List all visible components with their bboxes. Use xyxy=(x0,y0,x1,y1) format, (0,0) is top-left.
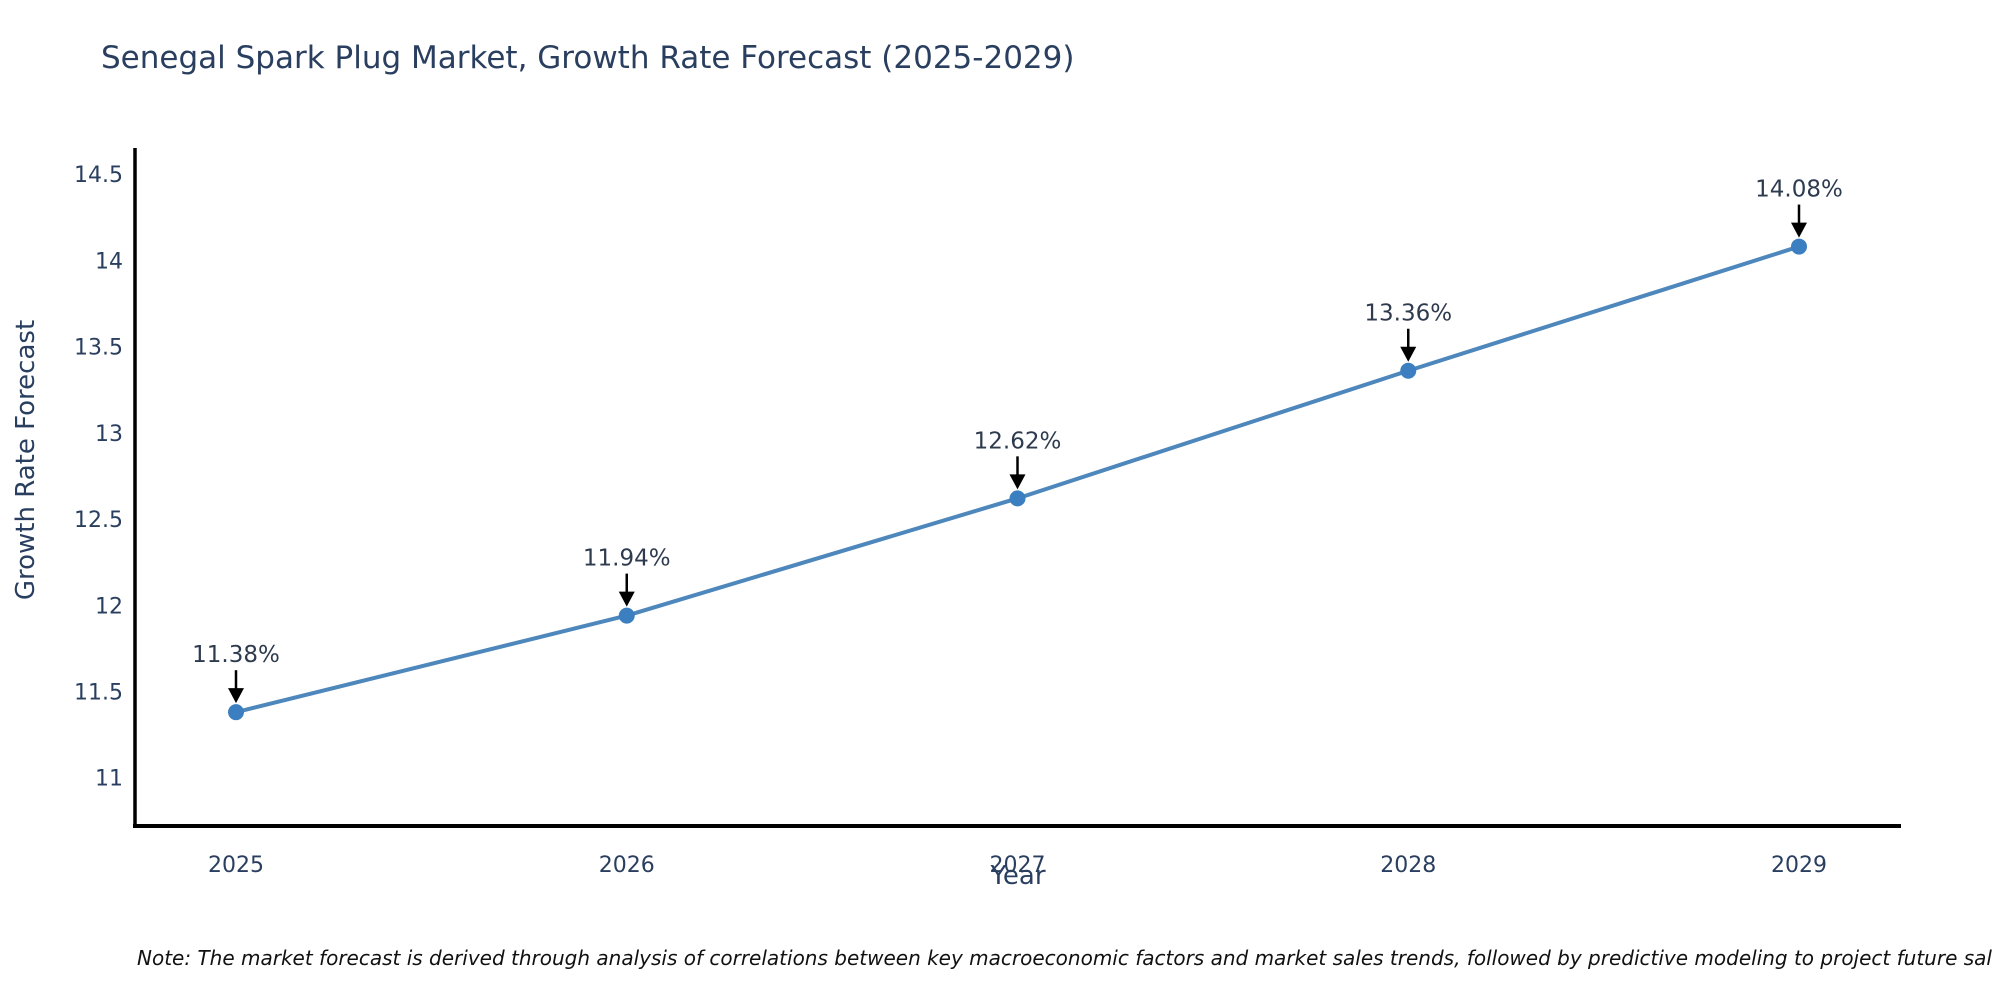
data-point-label: 13.36% xyxy=(1364,301,1452,327)
annotation-arrowhead-icon xyxy=(1009,474,1026,490)
annotation-arrowhead-icon xyxy=(228,688,244,704)
data-point-marker xyxy=(618,607,635,624)
x-tick-label: 2026 xyxy=(599,853,655,878)
x-tick-label: 2025 xyxy=(208,853,264,878)
y-tick-label: 13.5 xyxy=(74,336,123,361)
y-axis-title: Growth Rate Forecast xyxy=(11,320,41,600)
annotation-arrowhead-icon xyxy=(1400,346,1417,362)
data-point-label: 14.08% xyxy=(1755,177,1843,203)
x-tick-label: 2027 xyxy=(990,853,1046,878)
data-point-label: 12.62% xyxy=(974,428,1062,454)
y-tick-label: 11.5 xyxy=(74,680,123,705)
footnote: Note: The market forecast is derived thr… xyxy=(137,946,1992,970)
x-axis-title: Year xyxy=(989,861,1045,891)
y-tick-label: 11 xyxy=(95,767,123,792)
y-tick-label: 12 xyxy=(95,594,123,619)
x-tick-label: 2029 xyxy=(1771,853,1827,878)
data-point-marker xyxy=(1400,362,1417,379)
annotation-arrowhead-icon xyxy=(618,591,635,607)
data-point-label: 11.38% xyxy=(192,642,280,668)
y-tick-label: 12.5 xyxy=(74,508,123,533)
chart-title: Senegal Spark Plug Market, Growth Rate F… xyxy=(101,40,1075,76)
data-point-marker xyxy=(1791,238,1807,255)
annotation-arrowhead-icon xyxy=(1791,222,1807,238)
y-tick-label: 14 xyxy=(95,249,123,274)
data-point-label: 11.94% xyxy=(583,546,671,572)
y-tick-label: 13 xyxy=(95,422,123,447)
y-tick-label: 14.5 xyxy=(74,163,123,188)
x-tick-label: 2028 xyxy=(1380,853,1436,878)
plot-series-layer: 11 11.5 12 12.5 13 13.5 14 14.5 2025 2026 2027 2028… xyxy=(74,163,1843,878)
data-point-marker xyxy=(1009,490,1026,507)
data-point-marker xyxy=(228,704,244,721)
